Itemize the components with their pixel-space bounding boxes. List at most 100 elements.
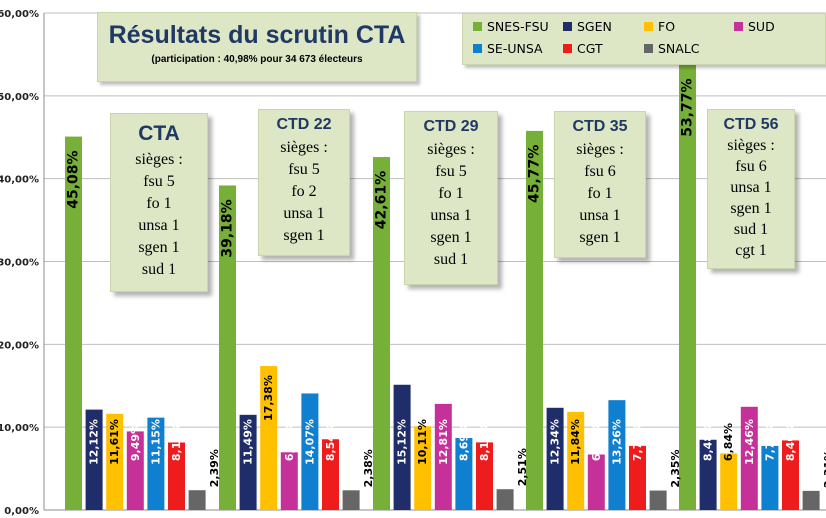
data-label: 13,26% bbox=[610, 419, 623, 465]
data-label: 12,34% bbox=[549, 419, 562, 465]
data-label: 14,07% bbox=[303, 419, 316, 465]
legend-swatch bbox=[563, 22, 572, 31]
bar-sgen bbox=[546, 407, 564, 510]
bar-cgt bbox=[168, 442, 185, 510]
data-label: 2,38% bbox=[362, 449, 375, 487]
data-label: 12,12% bbox=[88, 419, 101, 465]
seat-line: fsu 6 bbox=[584, 163, 616, 180]
legend-item-cgt: CGT bbox=[563, 41, 603, 56]
y-tick-label: 40,00% bbox=[0, 175, 39, 186]
seat-box-ctd-22: CTD 22 sièges : fsu 5 fo 2 unsa 1 sgen 1 bbox=[258, 109, 350, 256]
y-tick-label: 0,00% bbox=[4, 506, 39, 517]
legend-label: FO bbox=[658, 19, 676, 34]
y-tick-label: 20,00% bbox=[0, 340, 39, 351]
legend-swatch bbox=[563, 44, 572, 53]
legend-label: SNES-FSU bbox=[487, 19, 549, 34]
bar-sud bbox=[587, 454, 605, 510]
y-tick-label: 30,00% bbox=[0, 258, 39, 269]
legend-item-fo: FO bbox=[644, 19, 675, 34]
bar-snalc bbox=[496, 489, 514, 510]
y-tick-label: 50,00% bbox=[0, 92, 39, 103]
legend-label: SUD bbox=[748, 19, 775, 34]
seat-line: fsu 6 bbox=[735, 158, 767, 175]
data-label: 2,39% bbox=[208, 449, 221, 487]
seat-line: sièges : bbox=[427, 141, 475, 158]
data-label: 2,35% bbox=[669, 449, 682, 487]
bar-cgt bbox=[476, 442, 493, 510]
data-label: 11,84% bbox=[569, 419, 582, 465]
bar-snalc bbox=[802, 490, 820, 510]
legend-label: SE-UNSA bbox=[487, 41, 543, 56]
seat-line: fsu 5 bbox=[143, 173, 175, 190]
data-label: 10,11% bbox=[416, 419, 429, 465]
legend-swatch bbox=[734, 22, 743, 31]
data-label: 6,70% bbox=[590, 423, 603, 461]
legend-swatch bbox=[473, 44, 482, 53]
seat-line: sièges : bbox=[135, 151, 183, 168]
bar-sgen bbox=[239, 414, 257, 510]
chart-subtitle: (participation : 40,98% pour 34 673 élec… bbox=[151, 54, 363, 65]
seat-line: fsu 5 bbox=[288, 161, 320, 178]
bar-snes-fsu bbox=[65, 136, 82, 510]
data-label: 9,49% bbox=[129, 423, 142, 461]
seat-line: sgen 1 bbox=[579, 229, 621, 246]
bar-fo bbox=[720, 453, 738, 510]
data-label: 12,81% bbox=[437, 419, 450, 465]
seat-line: sièges : bbox=[576, 141, 624, 158]
legend-item-snes-fsu: SNES-FSU bbox=[473, 19, 549, 34]
bar-sud bbox=[434, 403, 452, 510]
legend-label: SNALC bbox=[658, 41, 700, 56]
data-label: 8,15% bbox=[170, 423, 183, 461]
y-tick-label: 60,00% bbox=[0, 9, 39, 20]
legend-item-snalc: SNALC bbox=[644, 41, 700, 56]
data-label: 39,18% bbox=[220, 199, 236, 257]
seat-line: sud 1 bbox=[733, 221, 769, 238]
legend-item-sud: SUD bbox=[734, 19, 775, 34]
seat-line: unsa 1 bbox=[283, 205, 325, 222]
seat-line: fo 2 bbox=[291, 183, 317, 200]
data-label: 8,40% bbox=[784, 423, 797, 461]
seat-box-title: CTD 29 bbox=[423, 118, 479, 135]
seat-box-ctd-35: CTD 35 sièges : fsu 6 fo 1 unsa 1 sgen 1 bbox=[554, 111, 646, 258]
bar-sgen bbox=[85, 409, 103, 510]
bar-snes-fsu bbox=[526, 130, 543, 510]
seat-line: sgen 1 bbox=[283, 227, 325, 244]
data-label: 11,15% bbox=[149, 419, 162, 465]
bar-se-unsa bbox=[455, 438, 473, 510]
seat-box-title: CTD 35 bbox=[572, 118, 628, 135]
bar-sgen bbox=[393, 384, 411, 510]
title-box: Résultats du scrutin CTA (participation … bbox=[97, 12, 417, 82]
bar-cgt bbox=[782, 440, 799, 510]
data-label: 7,74% bbox=[631, 423, 644, 461]
bar-snes-fsu bbox=[679, 64, 696, 510]
data-label: 8,16% bbox=[478, 423, 491, 461]
y-tick-label: 10,00% bbox=[0, 423, 39, 434]
data-label: 42,61% bbox=[374, 171, 390, 229]
bar-sgen bbox=[699, 439, 717, 510]
legend-swatch bbox=[644, 44, 653, 53]
seat-line: unsa 1 bbox=[138, 217, 180, 234]
bar-snalc bbox=[342, 490, 360, 510]
legend-item-sgen: SGEN bbox=[563, 19, 612, 34]
bar-cgt bbox=[629, 445, 646, 510]
seat-line: fo 1 bbox=[438, 185, 464, 202]
data-label: 7,74% bbox=[763, 423, 776, 461]
data-label: 2,31% bbox=[822, 450, 826, 488]
seat-line: sièges : bbox=[280, 139, 328, 156]
data-label: 15,12% bbox=[396, 419, 409, 465]
seat-line: sgen 1 bbox=[430, 229, 472, 246]
seat-box-title: CTA bbox=[138, 122, 180, 145]
seat-line: unsa 1 bbox=[730, 179, 772, 196]
bar-fo bbox=[414, 426, 432, 510]
bar-se-unsa bbox=[608, 400, 626, 510]
bar-sud bbox=[740, 406, 758, 510]
bar-fo bbox=[260, 366, 278, 510]
seat-box-title: CTD 56 bbox=[723, 116, 779, 133]
seat-line: sièges : bbox=[727, 137, 775, 154]
seat-line: sud 1 bbox=[433, 251, 469, 268]
data-label: 45,77% bbox=[527, 145, 543, 203]
data-label: 11,61% bbox=[108, 419, 121, 465]
data-label: 8,48% bbox=[702, 423, 715, 461]
bar-cgt bbox=[322, 439, 339, 510]
